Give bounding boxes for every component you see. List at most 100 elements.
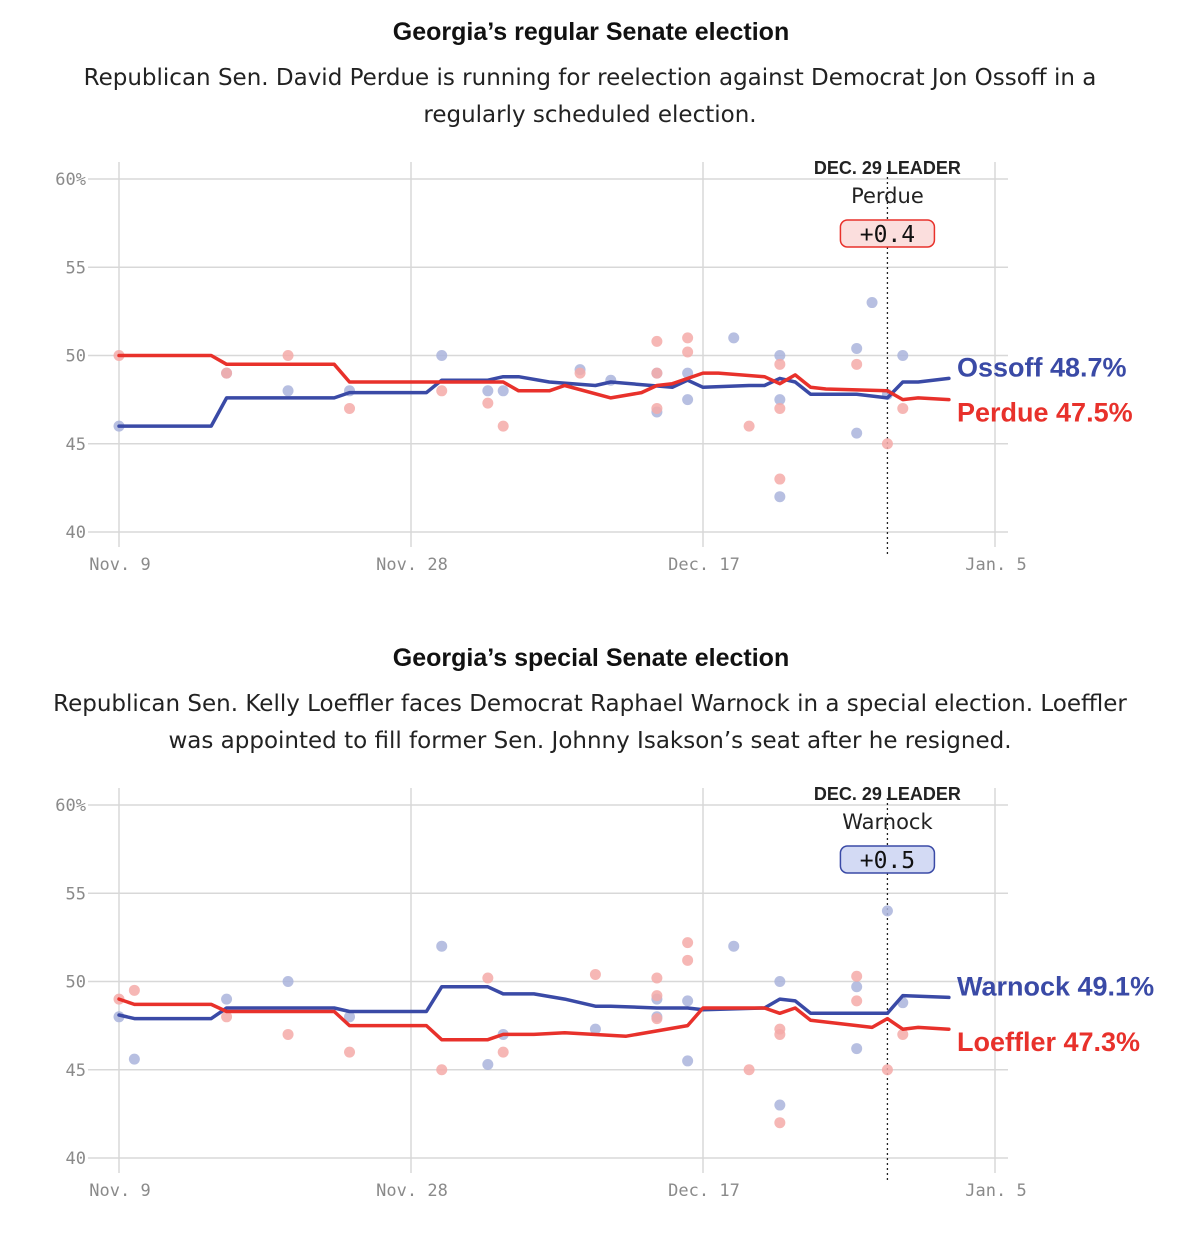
warnock-poll-dot [728,940,740,952]
regular-election-panel: Georgia’s regular Senate election Republ… [55,18,1133,575]
perdue-poll-dot [682,332,694,344]
ossoff-poll-dot [282,385,294,397]
loeffler-trend-line [117,997,951,1042]
ossoff-end-label: Ossoff 48.7% [957,352,1127,382]
perdue-poll-dot [497,420,509,432]
loeffler-poll-dot [881,1064,893,1076]
perdue-poll-dot [651,367,663,379]
warnock-poll-dot [881,905,893,917]
loeffler-poll-dot [851,970,863,982]
loeffler-poll-dot [344,1046,356,1058]
loeffler-poll-dot [436,1064,448,1076]
ossoff-trend-line [117,374,951,428]
warnock-poll-dot [851,981,863,993]
perdue-poll-dot [221,367,233,379]
loeffler-poll-dot [851,995,863,1007]
y-tick-label: 40 [66,1149,86,1169]
perdue-poll-dot [344,402,356,414]
x-tick-label: Jan. 5 [965,1181,1026,1201]
ossoff-poll-dot [728,332,740,344]
ossoff-poll-dot [866,297,878,309]
perdue-poll-dot [774,473,786,485]
warnock-poll-dot [851,1043,863,1055]
leader-margin-badge [839,845,936,874]
loeffler-poll-dot [589,968,601,980]
ossoff-poll-dot [774,350,786,361]
perdue-poll-dot [682,346,694,358]
perdue-poll-dot [482,397,494,409]
perdue-poll-dot [774,358,786,370]
perdue-poll-dot [881,438,893,450]
x-tick-label: Nov. 28 [376,1181,448,1201]
warnock-poll-dot [282,976,294,987]
y-tick-label: 45 [66,1061,86,1081]
warnock-poll-dot [774,1099,786,1111]
warnock-poll-dot [436,940,448,952]
leader-margin: +0.5 [860,848,915,874]
y-tick-label: 55 [66,884,86,904]
x-tick-label: Jan. 5 [965,555,1026,575]
leader-margin-badge [839,219,936,248]
ossoff-poll-dot [851,427,863,439]
x-tick-label: Nov. 28 [376,555,448,575]
x-tick-label: Dec. 17 [668,555,740,575]
perdue-poll-dot [651,335,663,347]
chart-title: Georgia’s special Senate election [392,644,790,672]
y-tick-label: 40 [66,523,86,543]
warnock-poll-dot [774,976,786,987]
loeffler-poll-dot [282,1028,294,1040]
perdue-poll-dot [774,402,786,414]
loeffler-poll-dot [682,954,694,966]
perdue-poll-dot [851,358,863,370]
ossoff-poll-dot [482,385,494,397]
x-tick-label: Nov. 9 [89,555,150,575]
perdue-poll-dot [651,402,663,414]
perdue-poll-dot [897,402,909,414]
loeffler-poll-dot [897,1028,909,1040]
perdue-trend-line [117,353,951,402]
ossoff-poll-dot [436,350,448,361]
ossoff-poll-dot [897,350,909,361]
y-tick-label: 50 [66,973,86,993]
y-tick-label: 60% [55,170,86,190]
warnock-poll-dot [221,993,233,1005]
warnock-poll-dot [682,1055,694,1067]
special-election-panel: Georgia’s special Senate election Republ… [0,626,1182,1235]
loeffler-poll-dot [774,1028,786,1040]
loeffler-poll-dot [221,1011,233,1023]
y-tick-label: 50 [66,347,86,367]
loeffler-poll-dot [651,1013,663,1025]
perdue-poll-dot [436,385,448,397]
leader-heading: DEC. 29 LEADER [814,784,961,804]
loeffler-poll-dot [774,1117,786,1129]
ossoff-poll-dot [497,385,509,397]
chart-subtitle: Republican Sen. David Perdue is running … [83,65,1097,128]
leader-name: Warnock [842,810,933,834]
loeffler-poll-dot [743,1064,755,1076]
ossoff-poll-dot [851,342,863,354]
chart-subtitle: Republican Sen. Kelly Loeffler faces Dem… [53,691,1127,754]
loeffler-poll-dot [682,937,694,949]
loeffler-end-label: Loeffler 47.3% [957,1027,1140,1057]
loeffler-poll-dot [651,972,663,984]
x-tick-label: Nov. 9 [89,1181,150,1201]
warnock-poll-dot [344,1011,356,1023]
y-tick-label: 60% [55,796,86,816]
ossoff-poll-dot [774,394,786,406]
warnock-poll-dot [682,995,694,1007]
warnock-trend-line [117,985,951,1021]
loeffler-poll-dot [128,984,140,996]
perdue-poll-dot [574,367,586,379]
loeffler-poll-dot [497,1046,509,1058]
leader-heading: DEC. 29 LEADER [814,158,961,178]
y-tick-label: 45 [66,435,86,455]
loeffler-poll-dot [651,990,663,1002]
perdue-poll-dot [743,420,755,432]
warnock-poll-dot [482,1058,494,1070]
leader-margin: +0.4 [860,222,915,248]
perdue-end-label: Perdue 47.5% [957,398,1133,428]
perdue-poll-dot [282,350,294,361]
ossoff-poll-dot [682,394,694,406]
loeffler-poll-dot [482,972,494,984]
